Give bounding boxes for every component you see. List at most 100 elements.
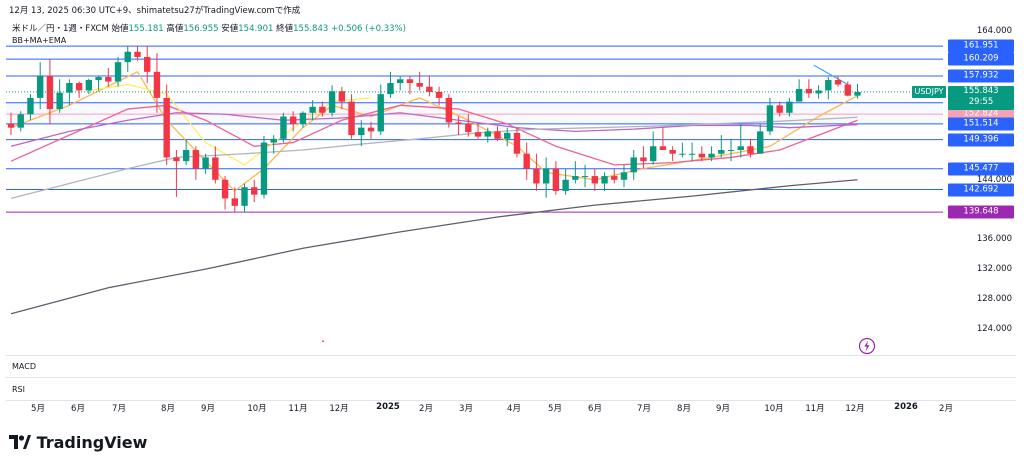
candle-body: [737, 146, 744, 150]
time-tick-label: 11月: [805, 404, 825, 414]
candle-body: [338, 91, 346, 102]
candle-body: [289, 116, 297, 124]
lightning-icon[interactable]: [858, 337, 876, 355]
price-tick-label: 132.000: [976, 264, 1012, 275]
candle-body: [17, 114, 24, 128]
candle-body: [358, 127, 365, 136]
candle-body: [36, 75, 44, 98]
price-chart[interactable]: [6, 16, 943, 351]
tradingview-wordmark: TradingView: [36, 433, 148, 452]
candle-body: [465, 123, 472, 133]
candle-body: [153, 71, 161, 98]
rsi-pane-label[interactable]: RSI: [12, 385, 25, 394]
candle-body: [182, 150, 190, 162]
candle-body: [66, 83, 73, 93]
candle-body: [426, 86, 433, 92]
candle-body: [46, 75, 54, 110]
candle-body: [299, 112, 307, 124]
ma-line: [88, 83, 372, 166]
candle-body: [95, 77, 102, 81]
candle-body: [309, 106, 316, 113]
time-tick-label: 5月: [548, 404, 562, 414]
candle-body: [640, 157, 647, 162]
time-tick-label: 5月: [31, 404, 45, 414]
tradingview-logo: TradingView: [9, 433, 147, 452]
pane-separator[interactable]: [6, 377, 1016, 378]
low-value: 154.901: [238, 24, 274, 34]
candle-body: [212, 157, 219, 180]
time-tick-label: 10月: [247, 404, 267, 414]
candle-body: [445, 97, 453, 123]
level-price-tag: 145.477: [948, 162, 1014, 176]
candle-body: [591, 176, 598, 184]
candle-body: [144, 56, 151, 72]
indicator-list[interactable]: BB+MA+EMA: [12, 36, 67, 45]
candle-body: [504, 132, 511, 139]
time-tick-label: 6月: [588, 404, 602, 414]
bar-countdown: 29:55: [968, 96, 994, 107]
candle-body: [815, 90, 822, 94]
time-axis[interactable]: 5月 6月 7月 8月 9月 10月 11月 12月 2025 2月 3月 4月 5月 6月 7月 8月 9月 1…: [6, 402, 953, 418]
time-tick-label: 10月: [764, 404, 784, 414]
candle-body: [221, 179, 229, 199]
level-price-tag: 151.514: [948, 117, 1014, 131]
ma-line: [10, 104, 858, 166]
ma-line: [10, 116, 858, 200]
candle-body: [542, 168, 550, 184]
price-axis[interactable]: 164.000 144.000 136.000 132.000 128.000 124.0…: [912, 16, 1018, 351]
candle-body: [795, 88, 803, 102]
level-price-tag: 161.951: [948, 39, 1014, 53]
candle-body: [727, 150, 735, 151]
candle-body: [75, 83, 83, 91]
high-label: 高値: [166, 24, 184, 34]
candle-body: [552, 168, 560, 191]
candle-body: [251, 187, 258, 195]
candle-body: [260, 142, 268, 195]
candle-body: [766, 105, 774, 132]
time-tick-label: 9月: [716, 404, 730, 414]
candle-body: [834, 80, 842, 85]
price-tick-label: 124.000: [976, 323, 1012, 334]
level-price-tag: 142.692: [948, 183, 1014, 196]
candle-body: [348, 101, 355, 136]
candle-body: [231, 198, 238, 206]
candle-body: [718, 150, 725, 154]
open-label: 始値: [111, 24, 129, 34]
candle-body: [7, 123, 15, 128]
candle-body: [533, 168, 540, 184]
level-price-tag: 157.932: [948, 69, 1014, 83]
candle-body: [698, 153, 706, 158]
candle-body: [105, 77, 112, 82]
candle-body: [825, 80, 832, 91]
candle-body: [669, 150, 676, 154]
open-value: 155.181: [128, 24, 164, 34]
time-tick-label: 3月: [459, 404, 473, 414]
candle-body: [173, 157, 180, 162]
candle-body: [397, 79, 404, 83]
level-price-tag: 139.648: [948, 205, 1014, 219]
pane-separator[interactable]: [6, 355, 1016, 356]
candle-body: [124, 51, 131, 63]
candle-body: [572, 176, 579, 180]
candle-body: [85, 80, 93, 91]
candle-body: [611, 176, 618, 180]
candle-body: [202, 157, 209, 169]
candle-body: [163, 97, 170, 158]
time-tick-label: 12月: [845, 404, 865, 414]
candle-body: [649, 146, 657, 162]
macd-pane-label[interactable]: MACD: [12, 362, 36, 371]
candle-body: [513, 132, 521, 154]
time-tick-label: 2026: [894, 402, 918, 412]
time-tick-label: 11月: [288, 404, 308, 414]
time-tick-label: 9月: [201, 404, 215, 414]
candle-body: [747, 146, 754, 154]
candle-body: [134, 51, 141, 57]
candle-body: [56, 92, 63, 110]
pane-separator[interactable]: [6, 400, 1016, 401]
candle-body: [406, 79, 414, 83]
current-price-value: 155.843: [963, 85, 999, 96]
candle-body: [494, 131, 501, 139]
price-tick-label: 144.000: [976, 174, 1012, 185]
candle-body: [435, 91, 443, 98]
symbol-name: 米ドル／円・1週・FXCM: [12, 24, 109, 34]
